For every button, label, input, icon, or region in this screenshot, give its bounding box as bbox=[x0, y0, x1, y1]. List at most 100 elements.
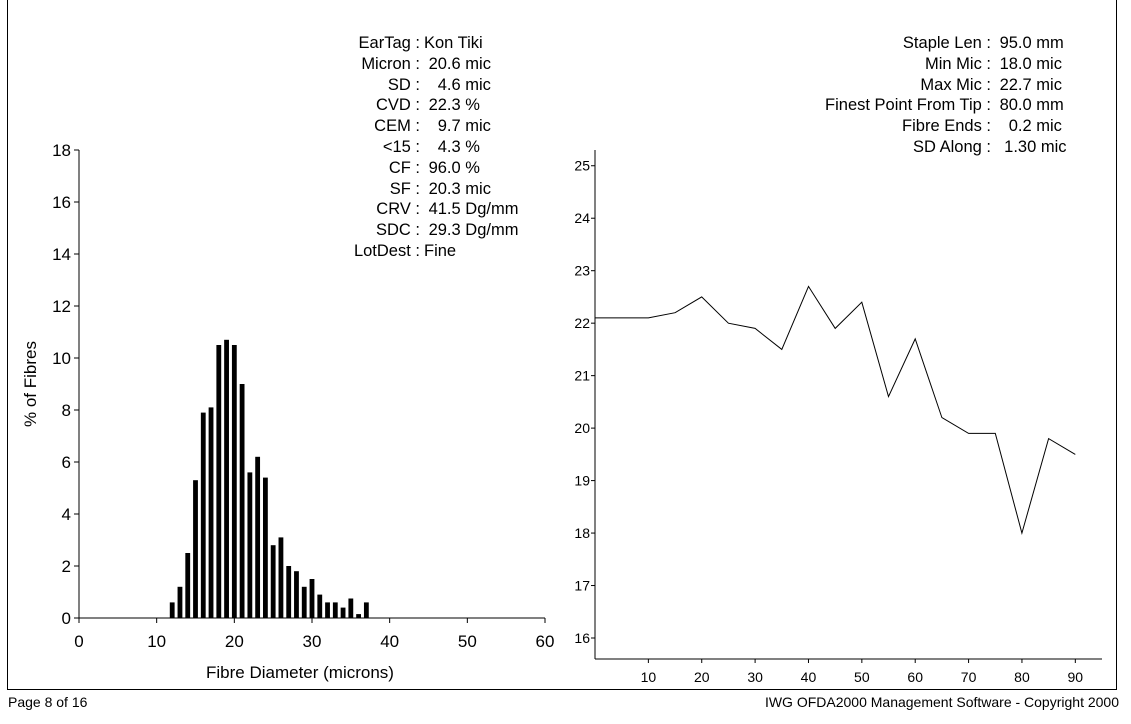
stat-value: 20.3 mic bbox=[424, 179, 491, 198]
stat-value: 22.3 % bbox=[424, 96, 480, 115]
copyright-notice: IWG OFDA2000 Management Software - Copyr… bbox=[764, 694, 1119, 710]
histogram-bar bbox=[169, 602, 175, 618]
stat-row-micron: Micron : 20.6 mic bbox=[300, 54, 518, 75]
profile-y-tick-label: 16 bbox=[574, 630, 590, 646]
stat-label: CRV : bbox=[376, 200, 420, 219]
histogram-y-tick-label: 18 bbox=[52, 141, 71, 160]
stat-label: Min Mic : bbox=[925, 54, 991, 73]
histogram-x-tick-label: 10 bbox=[147, 632, 166, 651]
profile-y-tick-label: 18 bbox=[574, 525, 590, 541]
stat-value: 20.6 mic bbox=[424, 54, 491, 73]
stat-value: 29.3 Dg/mm bbox=[424, 221, 519, 240]
sample-stats-left: EarTag : Kon Tiki Micron : 20.6 mic SD : … bbox=[300, 33, 519, 262]
histogram-bar bbox=[309, 579, 315, 618]
stat-value: 95.0 mm bbox=[995, 34, 1064, 52]
stat-row-eartag: EarTag : Kon Tiki bbox=[300, 33, 518, 54]
histogram-y-tick-label: 12 bbox=[52, 297, 71, 316]
stat-value: 22.7 mic bbox=[995, 75, 1062, 94]
stat-row-fibre-ends: Fibre Ends : 0.2 mic bbox=[780, 116, 1085, 137]
page-number: Page 8 of 16 bbox=[8, 694, 88, 710]
profile-y-tick-label: 20 bbox=[574, 420, 590, 436]
histogram-bar bbox=[185, 553, 191, 618]
stat-label: Fibre Ends : bbox=[902, 117, 991, 136]
stat-row-min-mic: Min Mic : 18.0 mic bbox=[780, 54, 1085, 75]
profile-line-series bbox=[595, 285, 1076, 535]
profile-x-tick-label: 10 bbox=[641, 669, 657, 685]
profile-x-tick-label: 30 bbox=[747, 669, 763, 685]
histogram-bar bbox=[193, 480, 198, 618]
profile-x-tick-label: 80 bbox=[1014, 669, 1030, 685]
profile-y-tick-label: 22 bbox=[574, 315, 590, 331]
histogram-bar bbox=[363, 602, 369, 618]
stat-label: EarTag : bbox=[358, 34, 420, 52]
histogram-bar bbox=[231, 345, 237, 618]
sample-stats-right: Staple Len : 95.0 mm Min Mic : 18.0 mic … bbox=[780, 33, 1085, 158]
stat-value: 18.0 mic bbox=[995, 54, 1062, 73]
stat-row-cvd: CVD : 22.3 % bbox=[300, 95, 518, 116]
histogram-bar bbox=[262, 477, 268, 618]
histogram-y-axis-label: % of Fibres bbox=[21, 341, 40, 427]
stat-label: CF : bbox=[388, 158, 420, 177]
histogram-bar bbox=[200, 412, 206, 618]
stat-label: CEM : bbox=[374, 117, 420, 136]
profile-y-tick-label: 21 bbox=[574, 368, 590, 384]
stat-value: 0.2 mic bbox=[995, 117, 1062, 136]
histogram-x-axis-label: Fibre Diameter (microns) bbox=[206, 663, 394, 682]
stat-row-sd-along: SD Along : 1.30 mic bbox=[780, 137, 1085, 158]
histogram-y-tick-label: 4 bbox=[62, 505, 71, 524]
histogram-x-tick-label: 40 bbox=[380, 632, 399, 651]
stat-label: SF : bbox=[389, 179, 420, 198]
profile-y-tick-label: 23 bbox=[574, 263, 590, 279]
profile-x-tick-label: 50 bbox=[854, 669, 870, 685]
stat-row-finest-point: Finest Point From Tip : 80.0 mm bbox=[780, 95, 1085, 116]
stat-label: CVD : bbox=[375, 96, 420, 115]
histogram-bar bbox=[294, 571, 299, 618]
stat-label: Staple Len : bbox=[902, 34, 991, 52]
histogram-y-tick-label: 2 bbox=[62, 557, 71, 576]
histogram-bar bbox=[216, 345, 222, 618]
histogram-y-tick-label: 10 bbox=[52, 349, 71, 368]
profile-x-tick-label: 40 bbox=[801, 669, 817, 685]
profile-y-tick-label: 19 bbox=[574, 473, 590, 489]
stat-row-staple-len: Staple Len : 95.0 mm bbox=[780, 33, 1085, 54]
profile-y-tick-label: 24 bbox=[574, 210, 590, 226]
profile-x-tick-label: 90 bbox=[1068, 669, 1084, 685]
stat-label: <15 : bbox=[382, 137, 420, 156]
histogram-bar bbox=[278, 537, 284, 618]
profile-x-tick-label: 20 bbox=[694, 669, 710, 685]
histogram-bar bbox=[255, 456, 261, 618]
profile-x-tick-label: 60 bbox=[907, 669, 923, 685]
histogram-x-tick-label: 50 bbox=[458, 632, 477, 651]
histogram-y-tick-label: 8 bbox=[62, 401, 71, 420]
page-frame bbox=[7, 0, 1117, 690]
histogram-bar bbox=[224, 339, 229, 618]
histogram-y-tick-label: 0 bbox=[62, 609, 71, 628]
histogram-x-tick-label: 60 bbox=[536, 632, 555, 651]
stat-label: Finest Point From Tip : bbox=[825, 96, 991, 115]
profile-x-tick-label: 70 bbox=[961, 669, 977, 685]
histogram-x-tick-label: 30 bbox=[303, 632, 322, 651]
histogram-bar bbox=[208, 407, 214, 618]
stat-row-sd: SD : 4.6 mic bbox=[300, 75, 518, 96]
profile-y-tick-label: 17 bbox=[574, 578, 590, 594]
histogram-bar bbox=[340, 607, 346, 618]
stat-value: 1.30 mic bbox=[995, 137, 1067, 156]
stat-row-max-mic: Max Mic : 22.7 mic bbox=[780, 75, 1085, 96]
stat-value: 4.3 % bbox=[424, 137, 480, 156]
stat-value: 80.0 mm bbox=[995, 96, 1064, 115]
histogram-x-tick-label: 0 bbox=[74, 632, 83, 651]
profile-y-tick-label: 25 bbox=[574, 158, 590, 174]
stat-row-crv: CRV : 41.5 Dg/mm bbox=[300, 199, 518, 220]
histogram-bar bbox=[301, 586, 307, 618]
stat-row-sdc: SDC : 29.3 Dg/mm bbox=[300, 220, 518, 241]
stat-row-lotdest: LotDest : Fine bbox=[300, 241, 518, 262]
histogram-bar bbox=[332, 602, 338, 618]
histogram-bar bbox=[286, 566, 292, 618]
histogram-bar bbox=[317, 594, 323, 618]
stat-label: LotDest : bbox=[353, 241, 420, 260]
histogram-bar bbox=[356, 614, 362, 618]
histogram-y-tick-label: 6 bbox=[62, 453, 71, 472]
stat-label: Micron : bbox=[361, 54, 420, 73]
stat-label: SDC : bbox=[375, 221, 420, 240]
